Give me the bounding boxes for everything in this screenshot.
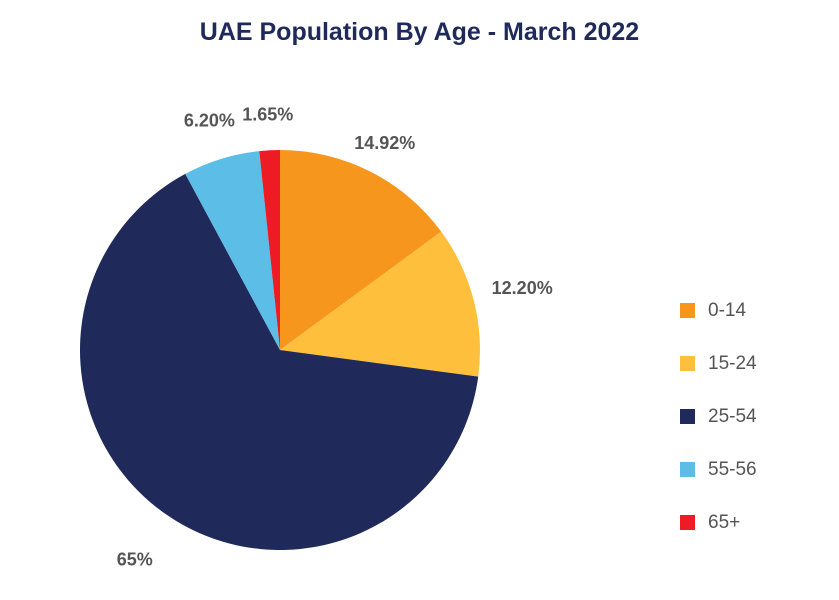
legend-label-65-plus: 65+ — [708, 511, 741, 533]
legend-swatch-25-54 — [680, 409, 695, 424]
legend: 0-14 15-24 25-54 55-56 65+ — [680, 284, 757, 549]
legend-label-0-14: 0-14 — [708, 299, 747, 321]
legend-item-55-56: 55-56 — [680, 443, 757, 496]
legend-item-25-54: 25-54 — [680, 390, 757, 443]
legend-item-0-14: 0-14 — [680, 284, 757, 337]
legend-swatch-15-24 — [680, 356, 695, 371]
pie-slice-25-54 — [79, 173, 479, 551]
slice-label-55-56: 6.20% — [184, 111, 235, 131]
legend-label-55-56: 55-56 — [708, 458, 757, 480]
pie-slice-0-14 — [280, 150, 442, 350]
pie-slice-15-24 — [280, 231, 480, 377]
legend-swatch-65-plus — [680, 515, 695, 530]
chart-title: UAE Population By Age - March 2022 — [199, 18, 640, 46]
pie-slice-65-plus — [259, 150, 280, 350]
slice-label-65-plus: 1.65% — [242, 104, 293, 124]
legend-label-15-24: 15-24 — [708, 352, 757, 374]
slice-label-15-24: 12.20% — [492, 278, 553, 298]
legend-item-65-plus: 65+ — [680, 496, 757, 549]
slice-label-0-14: 14.92% — [354, 133, 415, 153]
legend-label-25-54: 25-54 — [708, 405, 757, 427]
pie-slice-55-56 — [185, 151, 280, 350]
legend-swatch-0-14 — [680, 303, 695, 318]
slice-label-25-54: 65% — [117, 550, 153, 570]
legend-swatch-55-56 — [680, 462, 695, 477]
legend-item-15-24: 15-24 — [680, 337, 757, 390]
